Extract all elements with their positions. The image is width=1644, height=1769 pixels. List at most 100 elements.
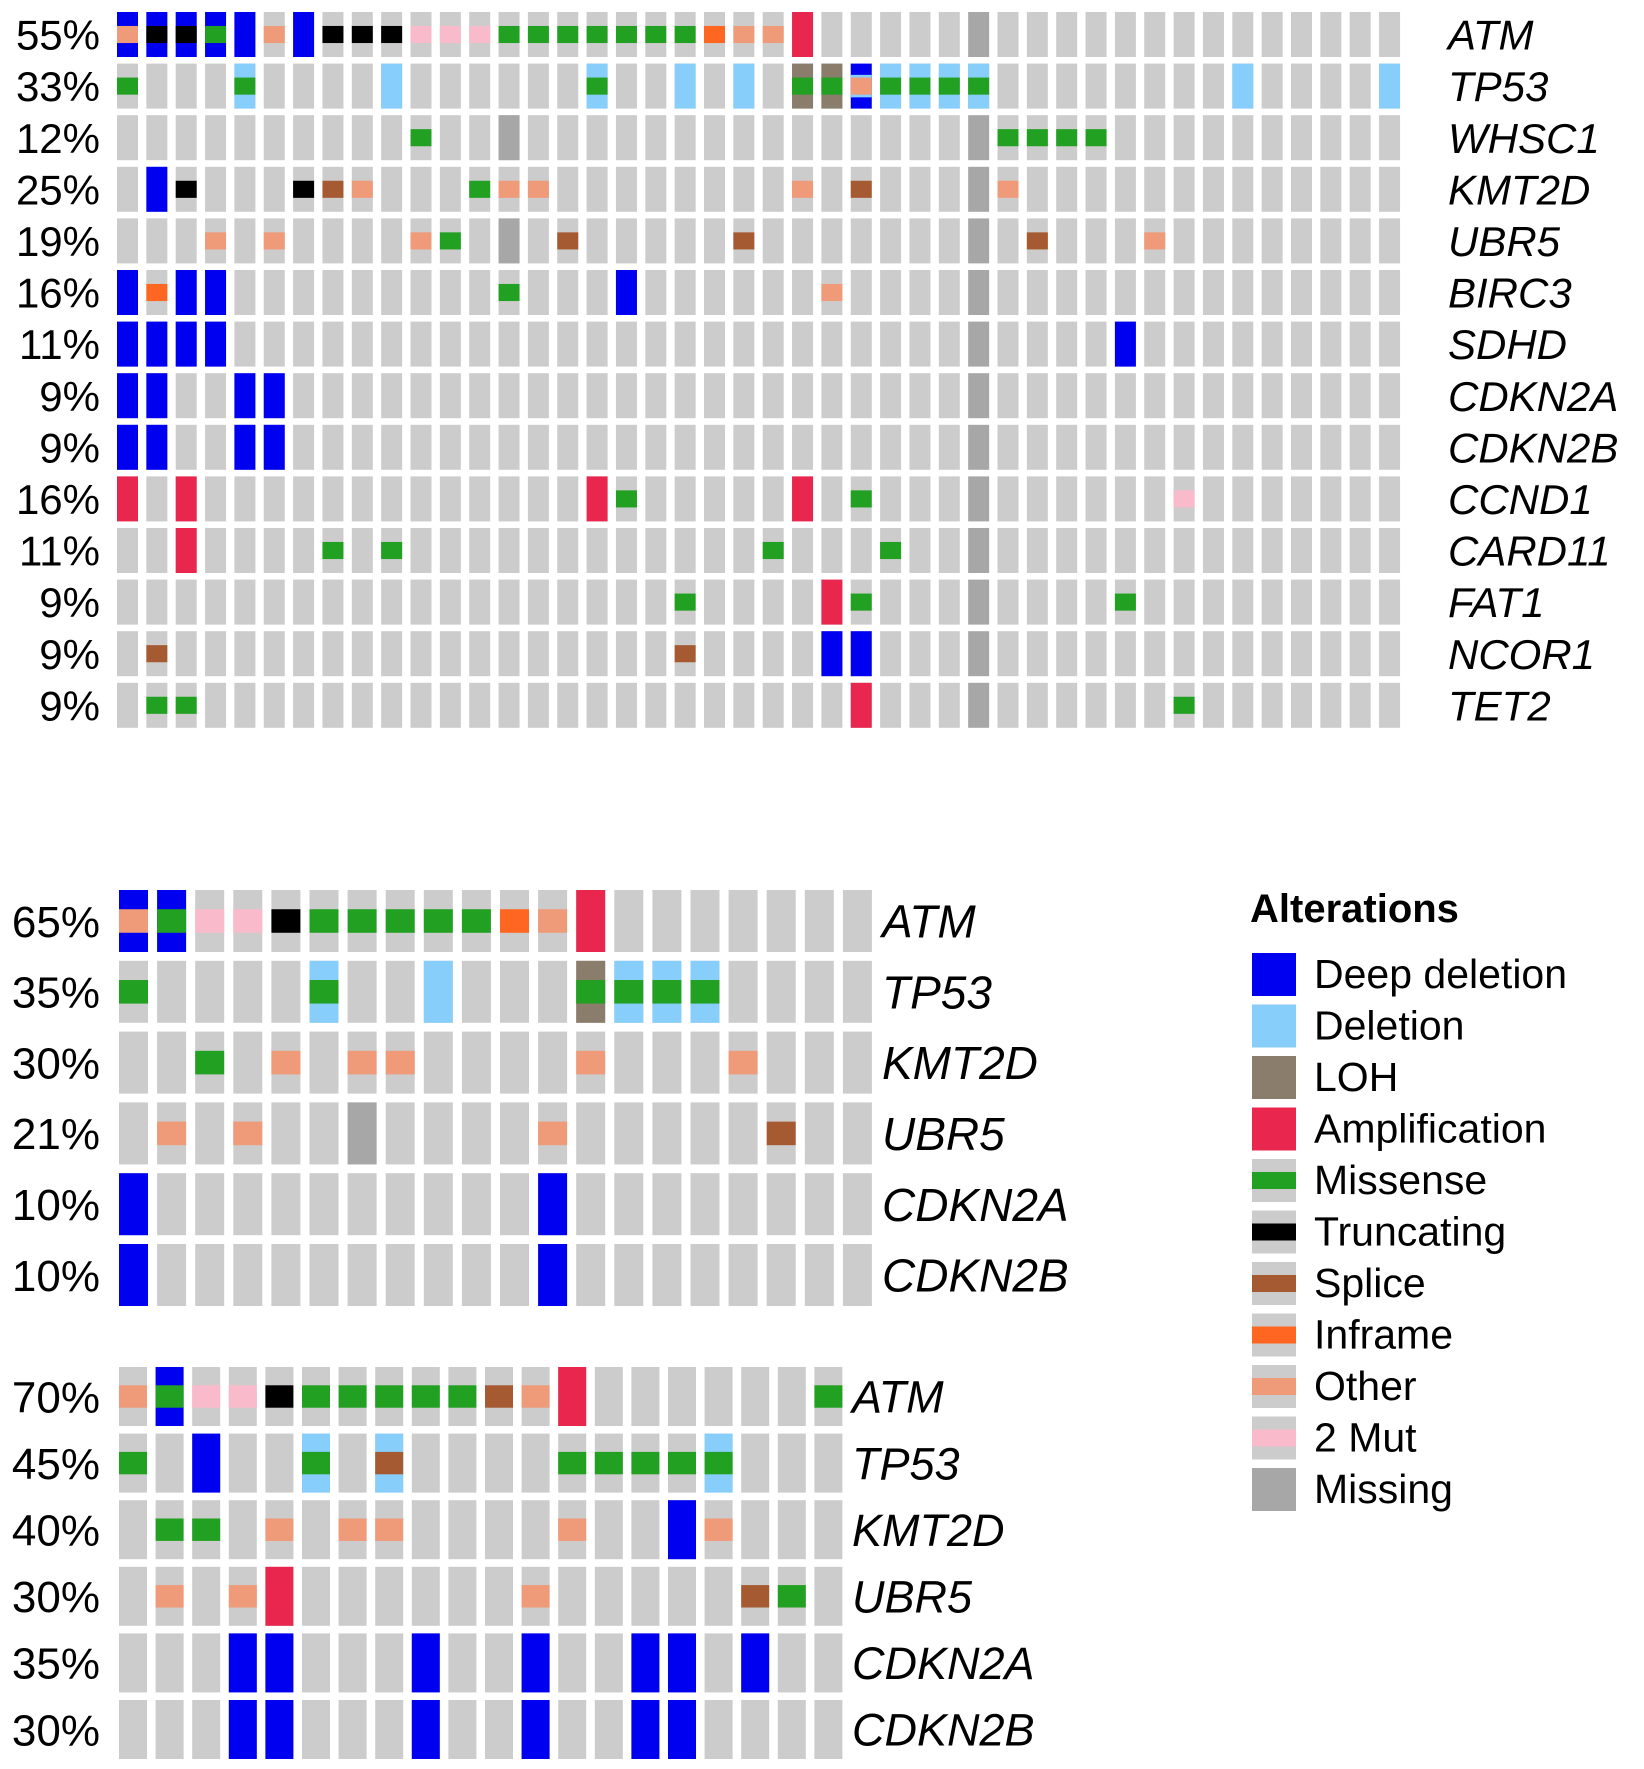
deep-deletion-mark bbox=[263, 424, 285, 470]
alteration-percent-label: 70% bbox=[12, 1373, 100, 1422]
gene-name-label: TP53 bbox=[852, 1438, 960, 1489]
deep-deletion-mark bbox=[117, 270, 138, 315]
sample-cell bbox=[338, 1700, 367, 1759]
deep-deletion-mark bbox=[119, 1244, 148, 1306]
alteration-percent-label: 19% bbox=[16, 218, 100, 265]
sample-cell bbox=[704, 682, 725, 728]
missense-mark bbox=[322, 541, 344, 560]
gene-row-tet2: 9% TET2 bbox=[39, 682, 1550, 729]
sample-cell bbox=[234, 218, 256, 264]
sample-cell bbox=[645, 424, 667, 470]
splice-mark bbox=[322, 180, 344, 198]
other-mark bbox=[385, 1050, 415, 1075]
sample-cell bbox=[351, 63, 373, 109]
splice-mark bbox=[557, 232, 579, 250]
other-mark bbox=[997, 180, 1019, 198]
sample-cell bbox=[500, 1102, 529, 1165]
sample-cell bbox=[1232, 115, 1254, 161]
sample-cell bbox=[411, 1566, 440, 1626]
legend-item-other: Other bbox=[1252, 1363, 1417, 1409]
sample-cell bbox=[558, 1566, 587, 1626]
sample-cell bbox=[1261, 270, 1283, 315]
sample-cell bbox=[1085, 166, 1107, 212]
sample-cell bbox=[175, 424, 197, 470]
sample-cell bbox=[192, 1633, 221, 1693]
sample-cell bbox=[527, 321, 549, 367]
sample-cell bbox=[728, 960, 758, 1023]
sample-cell bbox=[146, 476, 168, 522]
sample-cell bbox=[117, 528, 138, 573]
sample-cell bbox=[1144, 63, 1166, 109]
sample-cell bbox=[909, 528, 931, 573]
sample-cell bbox=[1144, 682, 1166, 728]
sample-cell bbox=[1349, 476, 1371, 522]
sample-cell bbox=[469, 115, 491, 161]
sample-cell bbox=[1202, 63, 1224, 109]
sample-cell bbox=[792, 115, 814, 161]
sample-cell bbox=[233, 1173, 263, 1236]
sample-cell bbox=[674, 321, 696, 367]
sample-cell bbox=[690, 1102, 720, 1165]
deep-deletion-mark bbox=[146, 424, 168, 470]
sample-cell bbox=[704, 270, 725, 315]
missense-mark bbox=[704, 1451, 733, 1475]
sample-cell bbox=[704, 528, 725, 573]
sample-cell bbox=[1085, 270, 1107, 315]
sample-cell bbox=[690, 1244, 720, 1306]
sample-cell bbox=[351, 528, 373, 573]
sample-cell bbox=[674, 424, 696, 470]
sample-cell bbox=[1085, 373, 1107, 419]
sample-cell bbox=[1379, 270, 1401, 315]
sample-cell bbox=[439, 476, 461, 522]
sample-cell bbox=[1085, 682, 1107, 728]
sample-cell bbox=[1291, 373, 1312, 419]
sample-cell bbox=[615, 631, 637, 677]
sample-cell bbox=[850, 218, 872, 264]
gene-name-label: KMT2D bbox=[882, 1037, 1038, 1089]
sample-cell bbox=[1056, 579, 1078, 625]
sample-cell bbox=[1291, 166, 1312, 212]
missense-mark bbox=[119, 1451, 147, 1475]
sample-cell bbox=[293, 373, 315, 419]
truncating-mark bbox=[271, 909, 301, 933]
oncoprint-panel-1: 55% ATM 33% TP53 12% WHSC1 25% KMT2D 19% UBR5 16% B… bbox=[16, 12, 1618, 730]
sample-cell bbox=[351, 631, 373, 677]
gene-row-ccnd1: 16% CCND1 bbox=[16, 476, 1593, 523]
sample-cell bbox=[1056, 166, 1078, 212]
sample-cell bbox=[690, 890, 720, 952]
sample-cell bbox=[293, 579, 315, 625]
sample-cell bbox=[1026, 270, 1048, 315]
gene-name-label: CDKN2B bbox=[852, 1705, 1035, 1756]
missense-mark bbox=[157, 909, 187, 933]
alteration-percent-label: 16% bbox=[16, 476, 100, 523]
sample-cell bbox=[1085, 579, 1107, 625]
sample-cell bbox=[1173, 579, 1195, 625]
sample-cell bbox=[777, 1500, 806, 1560]
sample-cell bbox=[1056, 12, 1078, 57]
sample-cell bbox=[728, 1102, 758, 1165]
other-mark bbox=[155, 1585, 184, 1608]
sample-cell bbox=[733, 166, 755, 212]
alteration-percent-label: 10% bbox=[12, 1181, 100, 1230]
sample-cell bbox=[485, 1700, 513, 1759]
legend-label: Deletion bbox=[1314, 1003, 1464, 1049]
sample-cell bbox=[741, 1367, 770, 1426]
sample-cell bbox=[586, 166, 608, 212]
sample-cell bbox=[469, 631, 491, 677]
sample-cell bbox=[411, 1433, 440, 1493]
sample-cell bbox=[157, 960, 187, 1023]
sample-cell bbox=[614, 890, 644, 952]
sample-cell bbox=[1291, 528, 1312, 573]
splice-mark bbox=[375, 1451, 404, 1475]
legend-item-deletion: Deletion bbox=[1252, 1003, 1464, 1049]
missense-mark bbox=[850, 490, 872, 508]
sample-cell bbox=[385, 1173, 415, 1236]
sample-cell bbox=[293, 321, 315, 367]
sample-cell bbox=[645, 579, 667, 625]
gene-name-label: WHSC1 bbox=[1448, 115, 1600, 162]
sample-cell bbox=[293, 528, 315, 573]
sample-cell bbox=[155, 1433, 184, 1493]
deep-deletion-mark bbox=[192, 1433, 221, 1493]
sample-cell bbox=[762, 321, 784, 367]
sample-cell bbox=[766, 1244, 796, 1306]
